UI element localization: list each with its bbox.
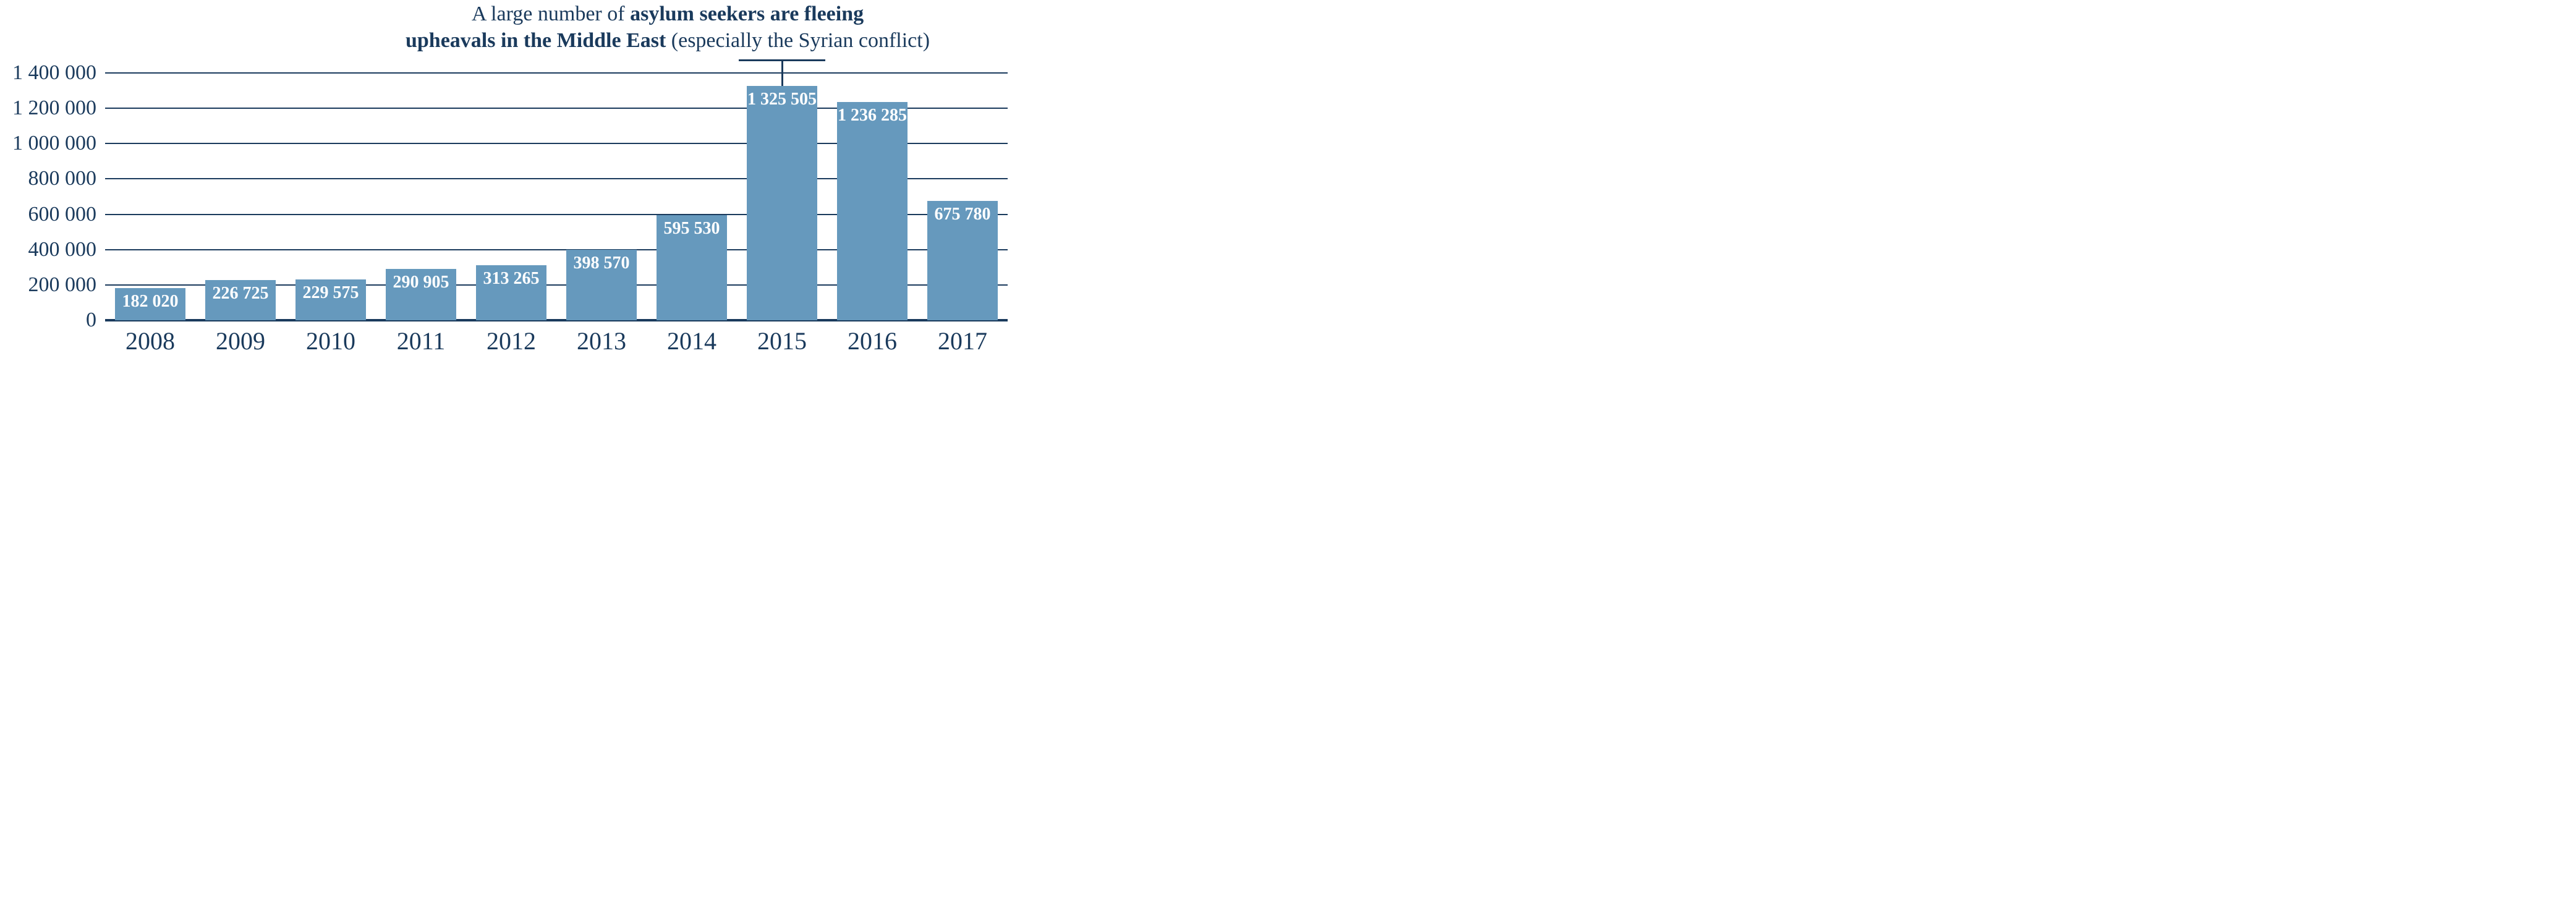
bar-value-label: 595 530: [663, 219, 720, 239]
bar-value-label: 229 575: [302, 283, 359, 303]
y-axis-label: 1 200 000: [12, 96, 105, 120]
annotation-line1-bold: asylum seekers are fleeing: [630, 2, 864, 25]
bar-value-label: 290 905: [393, 273, 449, 292]
bar: 226 725: [205, 280, 276, 320]
x-axis-label: 2010: [306, 320, 355, 355]
x-axis-label: 2012: [487, 320, 536, 355]
x-axis-label: 2015: [757, 320, 807, 355]
bar-value-label: 1 325 505: [747, 90, 817, 109]
bar: 675 780: [927, 201, 998, 320]
y-axis-label: 800 000: [28, 167, 106, 190]
y-axis-label: 400 000: [28, 238, 106, 262]
y-axis-label: 1 000 000: [12, 132, 105, 155]
bar: 1 325 505: [747, 86, 817, 320]
bar: 1 236 285: [837, 102, 908, 320]
x-axis-label: 2009: [216, 320, 265, 355]
asylum-seekers-bar-chart: A large number of asylum seekers are fle…: [0, 0, 1031, 361]
x-axis-label: 2017: [938, 320, 987, 355]
bar-value-label: 182 020: [122, 292, 178, 312]
bar: 290 905: [386, 269, 456, 320]
bar-value-label: 1 236 285: [838, 106, 907, 126]
x-axis-label: 2014: [667, 320, 716, 355]
y-axis-label: 0: [86, 308, 105, 332]
bar-value-label: 313 265: [483, 269, 539, 289]
y-axis-label: 1 400 000: [12, 61, 105, 85]
bar: 595 530: [657, 215, 727, 320]
bar: 398 570: [566, 250, 637, 320]
bar-value-label: 675 780: [934, 205, 990, 224]
y-axis-label: 200 000: [28, 273, 106, 297]
plot-area: 0200 000400 000600 000800 0001 000 0001 …: [105, 73, 1008, 320]
callout-line-horizontal: [739, 59, 825, 61]
y-axis-label: 600 000: [28, 203, 106, 226]
annotation-line2-bold: upheavals in the Middle East: [406, 29, 671, 52]
bar: 229 575: [295, 279, 366, 320]
bar-value-label: 226 725: [212, 284, 268, 304]
gridline: [105, 72, 1008, 74]
bar: 313 265: [476, 265, 546, 321]
chart-annotation: A large number of asylum seekers are fle…: [406, 1, 930, 54]
annotation-line1-prefix: A large number of: [472, 2, 630, 25]
bar: 182 020: [115, 288, 185, 320]
annotation-line2-suffix: (especially the Syrian conflict): [671, 29, 930, 52]
x-axis-label: 2011: [397, 320, 446, 355]
x-axis-label: 2013: [577, 320, 626, 355]
x-axis-label: 2016: [848, 320, 897, 355]
bar-value-label: 398 570: [573, 253, 629, 273]
x-axis-label: 2008: [125, 320, 175, 355]
